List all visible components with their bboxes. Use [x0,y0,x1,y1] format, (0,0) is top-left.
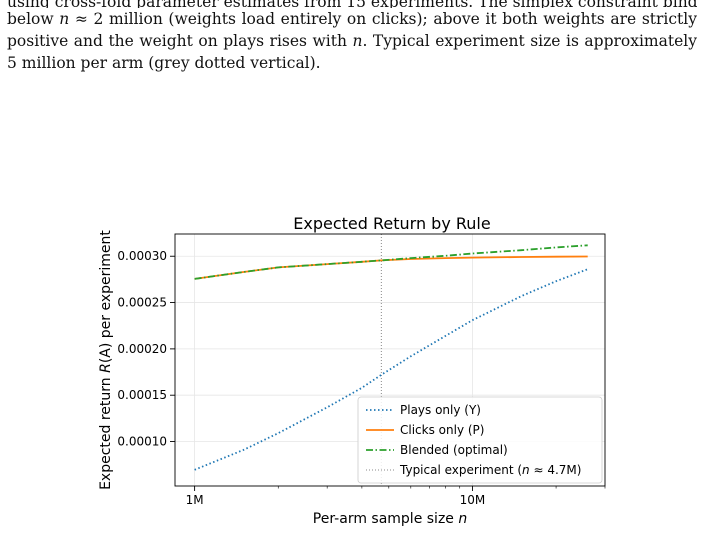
y-tick-label: 0.00010 [117,435,167,449]
x-axis-label-text: Per-arm sample size [313,511,459,527]
paragraph-line-3-start: positive and the weight on plays rises w… [7,32,353,50]
paragraph-line-2-end: ≈ 2 million (weights load entirely on cl… [69,10,697,28]
chart-legend: Plays only (Y) Clicks only (P) Blended (op… [357,396,603,484]
y-tick-label: 0.00025 [117,296,167,310]
paragraph-line-2: below n ≈ 2 million (weights load entire… [7,8,697,30]
y-axis-ticks: 0.00010 0.00015 0.00020 0.00025 0.00030 [117,249,175,449]
math-n: n [352,32,363,50]
paper-paragraph: using cross-fold parameter estimates fro… [7,0,697,74]
paragraph-line-4: 5 million per arm (grey dotted vertical)… [7,54,321,72]
x-axis-ticks: 1M 10M [186,486,606,507]
legend-label: Typical experiment (n ≈ 4.7M) [399,463,581,477]
series-lines [194,244,589,471]
legend-label: Clicks only (P) [400,423,484,437]
x-tick-label: 1M [186,493,204,507]
expected-return-chart: Expected Return by Rule 1M 10M 0.000100.0… [98,214,606,527]
legend-box [357,396,603,484]
legend-label: Plays only (Y) [400,403,481,417]
y-axis-label-end: (A) per experiment [98,230,114,364]
paragraph-line-2-start: below [7,10,60,28]
y-tick-label: 0.00020 [117,342,167,356]
x-tick-label: 10M [460,493,486,507]
y-axis-label: Expected return R(A) per experiment [98,230,114,490]
x-axis-label-var: n [458,511,467,527]
paragraph-line-1: using cross-fold parameter estimates fro… [7,0,697,8]
y-axis-label-var: R [98,363,114,373]
y-tick-label: 0.00030 [117,249,167,263]
series-line-2 [194,244,588,280]
y-axis-label-start: Expected return [98,373,114,490]
series-line-1 [194,255,588,280]
x-axis-label: Per-arm sample size n [313,511,467,527]
plot-frame [174,233,606,487]
legend-label: Blended (optimal) [400,443,508,457]
math-n: n [59,10,70,28]
series-line-0 [194,268,589,471]
chart-title: Expected Return by Rule [293,214,490,233]
y-tick-label: 0.00015 [117,388,167,402]
paragraph-line-3-end: . Typical experiment size is approximate… [362,32,697,50]
chart-grid [175,234,605,486]
paragraph-line-3: positive and the weight on plays rises w… [7,30,697,52]
